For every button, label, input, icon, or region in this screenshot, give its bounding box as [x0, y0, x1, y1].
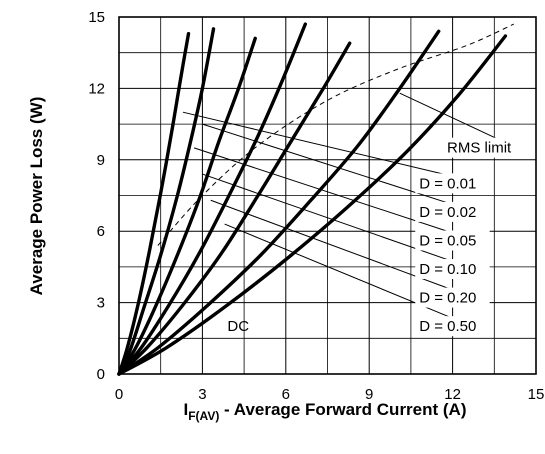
y-tick-label: 9 [97, 152, 105, 169]
annotation-label-bg [415, 259, 490, 280]
x-axis-title: IF(AV) - Average Forward Current (A) [183, 400, 466, 423]
plot-frame [118, 16, 537, 375]
annotation-label-d-0-10: D = 0.10 [419, 261, 476, 278]
leader-line-d-0-01 [182, 111, 458, 178]
series-line-d-0-20 [117, 41, 352, 376]
series-line-rms-limit [157, 23, 515, 246]
annotation-label-bg [415, 230, 490, 251]
annotation-label-bg [443, 137, 526, 158]
y-tick-label: 3 [97, 295, 105, 312]
x-axis-title-suffix: - Average Forward Current (A) [219, 400, 466, 419]
x-tick-label: 15 [528, 386, 545, 403]
x-axis-title-prefix: I [183, 400, 188, 419]
y-tick-label: 0 [97, 366, 105, 383]
series-line-d-0-05 [117, 36, 257, 376]
annotation-labels: RMS limit D = 0.01 D = 0.02 D = 0.05 D = 0.1… [227, 137, 526, 337]
y-tick-label: 12 [88, 80, 105, 97]
y-axis-title: Average Power Loss (W) [27, 97, 46, 296]
annotation-label-dc: DC [227, 318, 249, 335]
series-group [117, 22, 515, 376]
x-tick-label: 9 [365, 386, 373, 403]
annotation-label-bg [415, 201, 490, 222]
annotation-label-d-0-02: D = 0.02 [419, 204, 476, 221]
series-line-d-0-50 [117, 29, 441, 376]
annotation-label-bg [415, 316, 490, 337]
series-line-d-0-02 [117, 27, 216, 376]
annotation-label-d-0-05: D = 0.05 [419, 232, 476, 249]
annotation-label-d-0-50: D = 0.50 [419, 318, 476, 335]
series-line-d-0-01 [117, 32, 191, 376]
x-tick-label: 12 [444, 386, 461, 403]
x-axis-title-subscript: F(AV) [188, 409, 219, 423]
series-line-d-0-10 [117, 22, 307, 376]
x-tick-label: 6 [282, 386, 290, 403]
x-tick-label: 3 [198, 386, 206, 403]
series-line-dc [117, 34, 508, 376]
leader-line-d-0-02 [202, 123, 458, 207]
annotation-label-bg [415, 173, 490, 194]
annotation-label-d-0-01: D = 0.01 [419, 175, 476, 192]
y-tick-label: 6 [97, 223, 105, 240]
annotation-label-d-0-20: D = 0.20 [419, 290, 476, 307]
leader-line-rms-limit [399, 92, 498, 140]
x-tick-label: 0 [115, 386, 123, 403]
y-tick-label: 15 [88, 9, 105, 26]
annotation-label-bg [415, 287, 490, 308]
leader-line-d-0-10 [202, 173, 458, 264]
leader-line-d-0-05 [193, 147, 458, 235]
annotation-label-rms-limit: RMS limit [447, 140, 512, 157]
axis-ticks: 0 3 6 9 12 15 0 3 6 9 12 15 [88, 9, 544, 403]
